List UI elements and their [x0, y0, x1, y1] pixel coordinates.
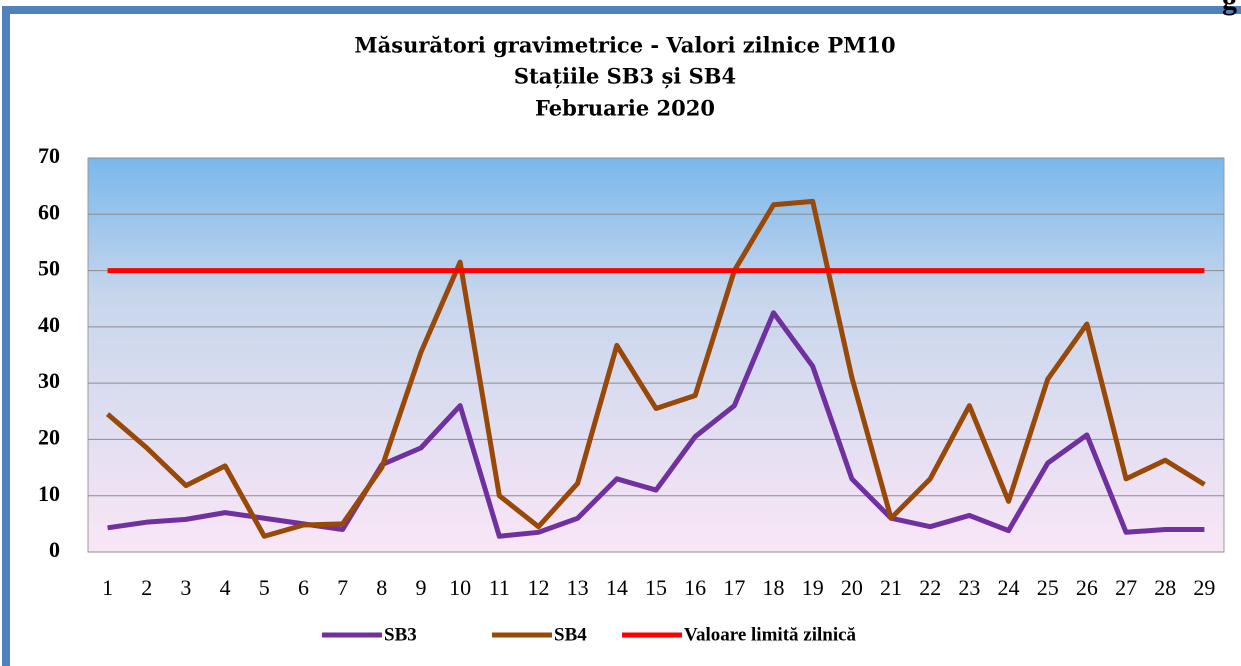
series-line — [105, 198, 1206, 539]
x-tick-label: 2 — [141, 575, 152, 600]
x-tick-label: 18 — [763, 575, 785, 600]
x-tick-label: 5 — [259, 575, 270, 600]
x-tick-label: 12 — [527, 575, 549, 600]
x-tick-label: 14 — [606, 575, 628, 600]
x-tick-label: 27 — [1115, 575, 1137, 600]
legend-label: Valoare limită zilnică — [684, 624, 857, 645]
y-tick-label: 30 — [38, 368, 60, 393]
x-tick-label: 15 — [645, 575, 667, 600]
x-tick-label: 21 — [880, 575, 902, 600]
x-tick-label: 9 — [415, 575, 426, 600]
x-tick-label: 25 — [1037, 575, 1059, 600]
x-tick-label: 29 — [1193, 575, 1215, 600]
x-tick-label: 6 — [298, 575, 309, 600]
x-tick-label: 1 — [102, 575, 113, 600]
legend-label: SB4 — [554, 624, 587, 645]
x-tick-label: 7 — [337, 575, 348, 600]
x-tick-label: 28 — [1154, 575, 1176, 600]
x-tick-label: 4 — [220, 575, 231, 600]
x-tick-label: 16 — [684, 575, 706, 600]
header-fragment: g — [1222, 0, 1237, 16]
x-tick-label: 10 — [449, 575, 471, 600]
x-tick-label: 24 — [998, 575, 1020, 600]
frame — [2, 6, 1241, 666]
series-line — [107, 310, 1205, 539]
x-tick-label: 26 — [1076, 575, 1098, 600]
chart-title: Stațiile SB3 și SB4 — [514, 64, 736, 89]
chart-title: Măsurători gravimetrice - Valori zilnice… — [354, 33, 895, 58]
x-tick-label: 8 — [376, 575, 387, 600]
x-tick-label: 3 — [180, 575, 191, 600]
x-tick-label: 17 — [723, 575, 745, 600]
x-tick-label: 13 — [567, 575, 589, 600]
x-tick-label: 11 — [489, 575, 510, 600]
chart-title: Februarie 2020 — [535, 96, 715, 121]
y-tick-label: 70 — [38, 143, 60, 168]
x-tick-label: 23 — [958, 575, 980, 600]
x-tick-label: 20 — [841, 575, 863, 600]
y-tick-label: 10 — [38, 481, 60, 506]
x-tick-label: 19 — [802, 575, 824, 600]
x-tick-label: 22 — [919, 575, 941, 600]
plot-area — [87, 157, 1225, 553]
y-tick-label: 50 — [38, 256, 60, 281]
y-tick-label: 0 — [49, 537, 60, 562]
y-tick-label: 40 — [38, 312, 60, 337]
y-tick-label: 20 — [38, 424, 60, 449]
legend-label: SB3 — [384, 624, 417, 645]
y-tick-label: 60 — [38, 199, 60, 224]
